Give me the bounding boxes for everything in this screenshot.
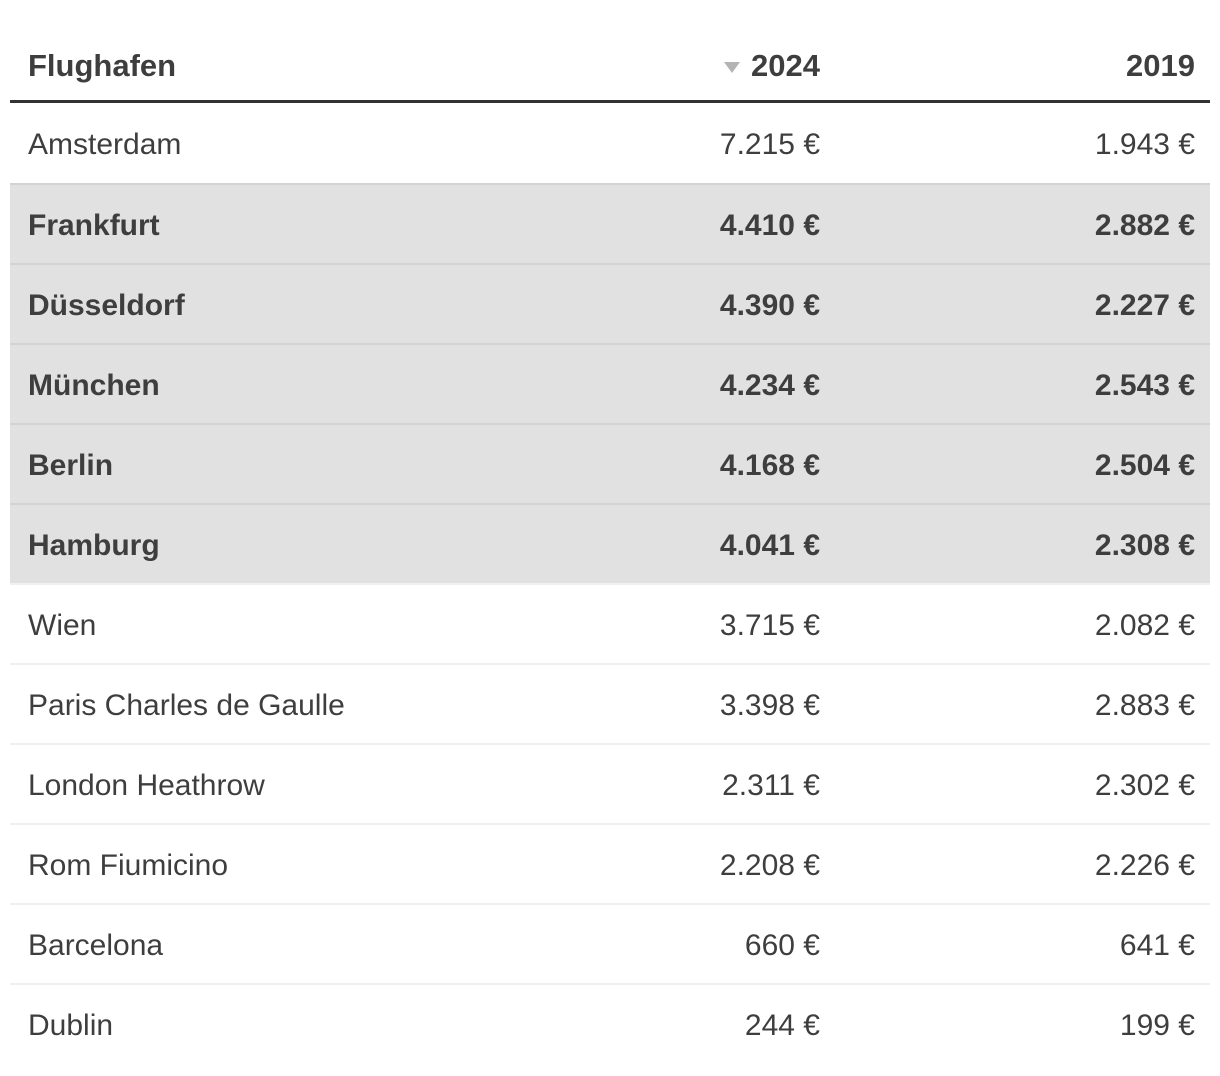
- value-2024-cell: 3.715 €: [460, 583, 835, 663]
- airport-cell: Hamburg: [10, 503, 460, 583]
- airport-cell: Amsterdam: [28, 128, 182, 161]
- table-row: Amsterdam 7.215 € 1.943 €: [10, 103, 1210, 183]
- column-header-2019[interactable]: 2019: [835, 26, 1210, 103]
- column-header-2024-label: 2024: [751, 48, 820, 83]
- value-2024-cell: 4.234 €: [460, 343, 835, 423]
- value-2019-cell: 2.308 €: [835, 503, 1210, 583]
- value-2024-cell: 4.410 €: [460, 183, 835, 263]
- airport-cell: Rom Fiumicino: [10, 823, 460, 903]
- value-2024-cell: 4.168 €: [460, 423, 835, 503]
- value-2019-cell: 2.883 €: [835, 663, 1210, 743]
- value-2024-cell: 660 €: [460, 903, 835, 983]
- column-header-flughafen[interactable]: Flughafen: [10, 26, 460, 103]
- table-body: Amsterdam 7.215 € 1.943 € Frankfurt 4.41…: [10, 103, 1210, 1063]
- header-row: Flughafen 2024 2019: [10, 26, 1210, 103]
- airport-cost-table: Flughafen 2024 2019 Amsterdam 7.215 € 1.…: [10, 26, 1210, 1063]
- value-2024-cell: 4.041 €: [460, 503, 835, 583]
- value-2019-cell: 2.082 €: [835, 583, 1210, 663]
- value-2024-cell: 4.390 €: [460, 263, 835, 343]
- value-2024-cell: 7.215 €: [719, 128, 820, 161]
- sort-descending-icon: [724, 62, 741, 73]
- airport-cell: Berlin: [10, 423, 460, 503]
- value-2019-cell: 2.504 €: [835, 423, 1210, 503]
- airport-cell: London Heathrow: [10, 743, 460, 823]
- airport-cell: Düsseldorf: [10, 263, 460, 343]
- table-row: London Heathrow 2.311 € 2.302 €: [10, 743, 1210, 823]
- airport-cell: München: [10, 343, 460, 423]
- value-2019-cell: 2.226 €: [835, 823, 1210, 903]
- airport-cell: Paris Charles de Gaulle: [10, 663, 460, 743]
- airport-cell: Dublin: [10, 983, 460, 1063]
- value-2019-cell: 641 €: [835, 903, 1210, 983]
- value-2024-cell: 3.398 €: [460, 663, 835, 743]
- value-2024-cell: 2.311 €: [460, 743, 835, 823]
- table-row: Wien 3.715 € 2.082 €: [10, 583, 1210, 663]
- airport-cell: Frankfurt: [10, 183, 460, 263]
- value-2019-cell: 1.943 €: [1094, 128, 1195, 161]
- table-row: Rom Fiumicino 2.208 € 2.226 €: [10, 823, 1210, 903]
- value-2019-cell: 2.543 €: [835, 343, 1210, 423]
- value-2019-cell: 2.302 €: [835, 743, 1210, 823]
- table-row: Dublin 244 € 199 €: [10, 983, 1210, 1063]
- column-header-2024[interactable]: 2024: [460, 26, 835, 103]
- airport-cell: Wien: [10, 583, 460, 663]
- table-row: Paris Charles de Gaulle 3.398 € 2.883 €: [10, 663, 1210, 743]
- value-2019-cell: 199 €: [835, 983, 1210, 1063]
- table-row: München 4.234 € 2.543 €: [10, 343, 1210, 423]
- airport-cell: Barcelona: [10, 903, 460, 983]
- table-row: Barcelona 660 € 641 €: [10, 903, 1210, 983]
- table-row: Düsseldorf 4.390 € 2.227 €: [10, 263, 1210, 343]
- value-2019-cell: 2.882 €: [835, 183, 1210, 263]
- table-row: Berlin 4.168 € 2.504 €: [10, 423, 1210, 503]
- cost-comparison-table: Flughafen 2024 2019 Amsterdam 7.215 € 1.…: [10, 26, 1210, 1063]
- value-2019-cell: 2.227 €: [835, 263, 1210, 343]
- value-2024-cell: 244 €: [460, 983, 835, 1063]
- value-2024-cell: 2.208 €: [460, 823, 835, 903]
- table-row: Hamburg 4.041 € 2.308 €: [10, 503, 1210, 583]
- table-row: Frankfurt 4.410 € 2.882 €: [10, 183, 1210, 263]
